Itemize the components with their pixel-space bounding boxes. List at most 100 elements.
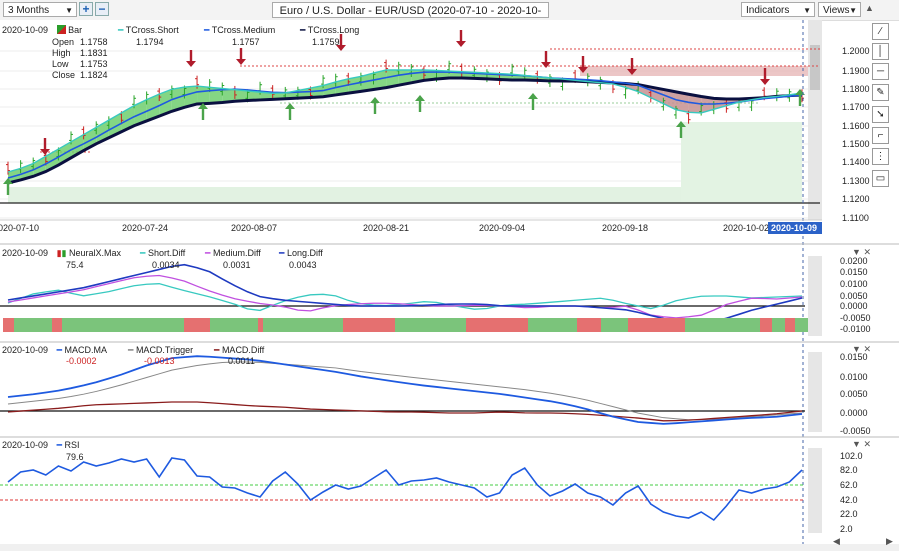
neural-y-tick: 0.0050 bbox=[840, 291, 868, 301]
neuralx-band bbox=[14, 318, 52, 332]
bar-icon bbox=[56, 25, 66, 34]
trigger-value: -0.0013 bbox=[144, 356, 175, 366]
chevron-down-icon: ▼ bbox=[65, 6, 73, 15]
rsi-y-tick: 42.0 bbox=[840, 495, 858, 505]
price-x-tick: 2020-07-10 bbox=[0, 223, 39, 233]
trigger-label: MACD.Trigger bbox=[135, 345, 194, 355]
neuralx-band bbox=[184, 318, 210, 332]
macd-y-tick: 0.0000 bbox=[840, 408, 868, 418]
period-value: 3 Months bbox=[8, 5, 50, 16]
toolbar: 3 Months ▼ + − Euro / U.S. Dollar - EUR/… bbox=[0, 0, 899, 33]
long-diff-line bbox=[7, 263, 803, 325]
macd-pane-collapse[interactable]: ▼ ✕ bbox=[852, 344, 871, 355]
views-dropdown[interactable]: Views ▼ bbox=[818, 2, 861, 17]
price-y-tick: 1.1800 bbox=[842, 84, 870, 94]
sell-arrow-head bbox=[456, 41, 466, 47]
medium-diff-label: Medium.Diff bbox=[212, 248, 261, 258]
horizontal-line-tool[interactable]: ─ bbox=[872, 63, 889, 80]
fib-tool[interactable]: ⌐ bbox=[872, 127, 889, 144]
rsi-legend: 2020-10-09 ━ RSI bbox=[2, 440, 80, 450]
indicators-dropdown[interactable]: Indicators ▼ bbox=[741, 2, 815, 17]
neuralx-band bbox=[395, 318, 466, 332]
buy-arrow-head bbox=[676, 121, 686, 127]
buy-arrow-head bbox=[3, 178, 13, 184]
close-value: 1.1824 bbox=[80, 70, 108, 80]
neural-legend: 2020-10-09 ▮▮ NeuralX.Max bbox=[2, 248, 122, 258]
sell-arrow-head bbox=[760, 79, 770, 85]
scroll-right-button[interactable]: ▶ bbox=[886, 536, 893, 547]
neuralx-band bbox=[760, 318, 772, 332]
legend-medium-diff: ━ Medium.Diff bbox=[205, 248, 261, 258]
target-zone bbox=[681, 122, 802, 202]
price-y-tick: 1.1700 bbox=[842, 102, 870, 112]
buy-arrow-head bbox=[370, 97, 380, 103]
close-icon: ✕ bbox=[863, 247, 871, 257]
price-y-tick: 1.1600 bbox=[842, 121, 870, 131]
neural-y-tick: -0.0050 bbox=[840, 313, 871, 323]
price-x-tick: 2020-09-18 bbox=[602, 223, 648, 233]
price-y-tick: 1.1100 bbox=[842, 213, 869, 223]
legend-long: ━ TCross.Long bbox=[300, 25, 360, 35]
chevron-down-icon: ▼ bbox=[852, 439, 861, 449]
sell-arrow-head bbox=[236, 59, 246, 65]
neuralx-band bbox=[601, 318, 628, 332]
short-diff-value: 0.0034 bbox=[152, 260, 180, 270]
rsi-pane-collapse[interactable]: ▼ ✕ bbox=[852, 439, 871, 450]
price-y-tick: 1.1400 bbox=[842, 157, 870, 167]
legend-medium: ━ TCross.Medium bbox=[204, 25, 276, 35]
pen-tool[interactable]: ✎ bbox=[872, 84, 889, 101]
medium-diff-line bbox=[7, 274, 803, 319]
note-tool[interactable]: ▭ bbox=[872, 170, 889, 187]
short-value: 1.1794 bbox=[136, 37, 164, 47]
ribbon-segment bbox=[121, 105, 135, 132]
note-icon: ▭ bbox=[875, 173, 886, 184]
resistance-zone bbox=[580, 66, 808, 76]
zoom-out-button[interactable]: − bbox=[95, 2, 109, 16]
close-icon: ✕ bbox=[863, 439, 871, 449]
ohlc-block: Open 1.1758 High 1.1831 Low 1.1753 Close 1.1… bbox=[52, 37, 108, 81]
ma-value: -0.0002 bbox=[66, 356, 97, 366]
rsi-date: 2020-10-09 bbox=[2, 440, 49, 450]
buy-arrow-head bbox=[285, 103, 295, 109]
legend-date: 2020-10-09 bbox=[2, 25, 49, 35]
vertical-line-tool[interactable]: │ bbox=[872, 43, 889, 60]
diff-label: MACD.Diff bbox=[221, 345, 265, 355]
macd-y-tick: 0.0100 bbox=[840, 372, 868, 382]
close-label: Close bbox=[52, 70, 76, 80]
ribbon-segment bbox=[373, 70, 387, 90]
period-select[interactable]: 3 Months ▼ bbox=[3, 2, 77, 17]
medium-diff-value: 0.0031 bbox=[223, 260, 251, 270]
rsi-y-tick: 82.0 bbox=[840, 465, 858, 475]
price-y-tick: 1.1500 bbox=[842, 139, 870, 149]
sell-arrow-head bbox=[186, 61, 196, 67]
arrow-tool[interactable]: ➘ bbox=[872, 106, 889, 123]
neuralx-band bbox=[685, 318, 760, 332]
price-x-tick: 2020-10-02 bbox=[723, 223, 769, 233]
buy-arrow-head bbox=[528, 93, 538, 99]
low-label: Low bbox=[52, 59, 69, 69]
neuralx-band bbox=[263, 318, 343, 332]
views-caret-icon[interactable]: ▲ bbox=[865, 3, 874, 13]
neuralx-band bbox=[528, 318, 577, 332]
scroll-left-button[interactable]: ◀ bbox=[833, 536, 840, 547]
neuralx-band bbox=[628, 318, 685, 332]
long-diff-label: Long.Diff bbox=[286, 248, 323, 258]
zoom-in-button[interactable]: + bbox=[79, 2, 93, 16]
rsi-y-tick: 62.0 bbox=[840, 480, 858, 490]
macd-y-tick: 0.0050 bbox=[840, 389, 868, 399]
nx-value: 75.4 bbox=[66, 260, 84, 270]
macd-diff-line bbox=[7, 401, 803, 422]
macd-scroll-track bbox=[808, 352, 822, 432]
neural-pane-collapse[interactable]: ▼ ✕ bbox=[852, 247, 871, 258]
price-x-tick: 2020-08-07 bbox=[231, 223, 277, 233]
legend-bar-label: Bar bbox=[68, 25, 83, 35]
draw-line-tool[interactable]: ∕ bbox=[872, 23, 889, 40]
price-scroll-thumb bbox=[810, 45, 820, 90]
rsi-label: RSI bbox=[64, 440, 80, 450]
low-value: 1.1753 bbox=[80, 59, 108, 69]
line-icon: ∕ bbox=[879, 26, 882, 37]
rsi-y-tick: 2.0 bbox=[840, 524, 853, 534]
shape-tool[interactable]: ⋮ bbox=[872, 148, 889, 165]
